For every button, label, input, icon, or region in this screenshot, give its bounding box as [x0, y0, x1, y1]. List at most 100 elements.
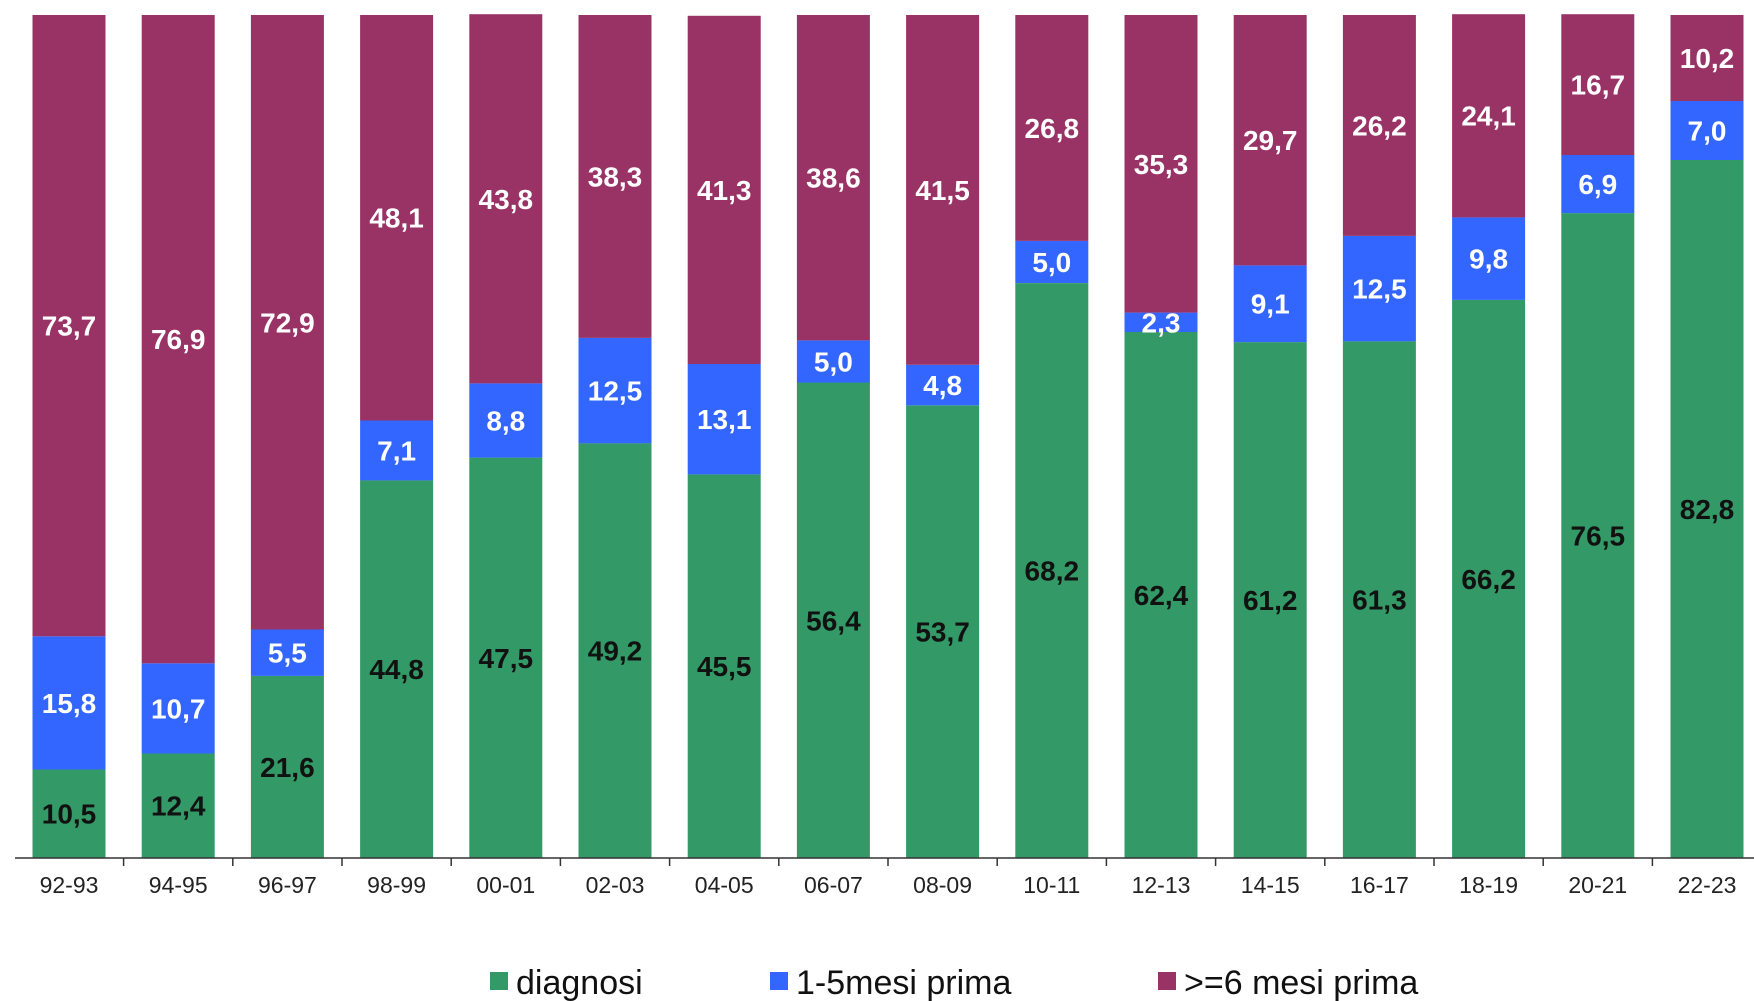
data-label: 12,5 [588, 376, 643, 407]
x-tick-label: 12-13 [1132, 872, 1191, 898]
bar-segment-diagnosi-96-97 [250, 675, 324, 858]
bar-segment--6-mesi-prima-96-97 [250, 15, 324, 630]
data-label: 48,1 [369, 203, 424, 234]
data-label: 5,0 [1032, 247, 1071, 278]
bar-segment--6-mesi-prima-20-21 [1561, 14, 1635, 156]
bar-segment-diagnosi-12-13 [1124, 332, 1198, 858]
bar-segment-1-5mesi-prima-98-99 [360, 420, 434, 481]
data-label: 26,2 [1352, 110, 1407, 141]
bar-segment-1-5mesi-prima-18-19 [1452, 217, 1526, 300]
bar-segment-diagnosi-00-01 [469, 457, 543, 858]
legend-label: >=6 mesi prima [1184, 964, 1418, 1001]
bar-segment--6-mesi-prima-16-17 [1342, 15, 1416, 236]
data-label: 66,2 [1461, 564, 1516, 595]
legend-swatch-1-5mesi-prima [770, 972, 788, 990]
bar-segment-1-5mesi-prima-16-17 [1342, 235, 1416, 342]
data-label: 61,3 [1352, 585, 1407, 616]
bar-segment--6-mesi-prima-98-99 [360, 15, 434, 421]
bar-segment--6-mesi-prima-94-95 [141, 15, 215, 664]
bar-segment-diagnosi-08-09 [906, 405, 980, 858]
data-label: 38,6 [806, 163, 861, 194]
legend-label: diagnosi [516, 964, 643, 1001]
bar-segment--6-mesi-prima-22-23 [1670, 15, 1744, 101]
legend-swatch--6-mesi-prima [1158, 972, 1176, 990]
data-label: 26,8 [1025, 113, 1080, 144]
x-tick-label: 06-07 [804, 872, 863, 898]
data-label: 29,7 [1243, 125, 1298, 156]
data-label: 38,3 [588, 161, 643, 192]
x-tick-label: 08-09 [913, 872, 972, 898]
bar-segment-diagnosi-98-99 [360, 480, 434, 858]
bar-segment-1-5mesi-prima-14-15 [1233, 265, 1307, 343]
data-label: 44,8 [369, 654, 424, 685]
data-label: 7,1 [377, 435, 416, 466]
data-label: 10,7 [151, 693, 206, 724]
data-label: 15,8 [42, 688, 97, 719]
data-label: 68,2 [1025, 556, 1080, 587]
bar-segment-diagnosi-20-21 [1561, 213, 1635, 859]
legend-swatch-diagnosi [490, 972, 508, 990]
data-label: 12,5 [1352, 274, 1407, 305]
data-label: 5,0 [814, 347, 853, 378]
bar-segment-1-5mesi-prima-02-03 [578, 337, 652, 444]
bar-segment-1-5mesi-prima-20-21 [1561, 154, 1635, 214]
bar-segment-diagnosi-18-19 [1452, 299, 1526, 858]
bar-segment--6-mesi-prima-92-93 [32, 15, 106, 637]
bar-segment--6-mesi-prima-18-19 [1452, 14, 1526, 218]
bar-segment--6-mesi-prima-10-11 [1015, 15, 1089, 241]
data-label: 72,9 [260, 307, 315, 338]
bar-segment--6-mesi-prima-14-15 [1233, 15, 1307, 266]
x-tick-label: 92-93 [40, 872, 99, 898]
data-label: 12,4 [151, 791, 206, 822]
data-label: 43,8 [479, 184, 534, 215]
data-label: 53,7 [915, 617, 970, 648]
data-label: 76,9 [151, 324, 206, 355]
bar-segment-diagnosi-22-23 [1670, 160, 1744, 858]
bar-segment--6-mesi-prima-12-13 [1124, 15, 1198, 313]
data-label: 9,1 [1251, 289, 1290, 320]
x-tick-label: 18-19 [1459, 872, 1518, 898]
bar-segment-1-5mesi-prima-94-95 [141, 663, 215, 754]
x-tick-label: 02-03 [586, 872, 645, 898]
data-label: 35,3 [1134, 149, 1189, 180]
bar-segment--6-mesi-prima-04-05 [687, 15, 761, 365]
x-tick-label: 16-17 [1350, 872, 1409, 898]
data-label: 4,8 [923, 370, 962, 401]
data-label: 82,8 [1680, 494, 1735, 525]
data-label: 49,2 [588, 636, 643, 667]
data-label: 21,6 [260, 752, 315, 783]
bar-segment-diagnosi-14-15 [1233, 342, 1307, 859]
data-label: 2,3 [1142, 307, 1181, 338]
data-label: 76,5 [1571, 521, 1626, 552]
bar-segment-1-5mesi-prima-12-13 [1124, 312, 1198, 332]
bar-segment-diagnosi-92-93 [32, 769, 106, 858]
data-label: 5,5 [268, 638, 307, 669]
x-tick-label: 04-05 [695, 872, 754, 898]
bar-segment-1-5mesi-prima-22-23 [1670, 101, 1744, 160]
bar-segment-1-5mesi-prima-04-05 [687, 364, 761, 475]
bar-segment-1-5mesi-prima-06-07 [796, 340, 870, 383]
bar-segment--6-mesi-prima-02-03 [578, 15, 652, 338]
data-label: 24,1 [1461, 101, 1516, 132]
x-tick-label: 94-95 [149, 872, 208, 898]
bar-segment-diagnosi-04-05 [687, 474, 761, 858]
bar-segment-1-5mesi-prima-92-93 [32, 636, 106, 770]
bar-segment-diagnosi-16-17 [1342, 341, 1416, 858]
bar-segment--6-mesi-prima-08-09 [906, 15, 980, 365]
data-label: 47,5 [479, 643, 534, 674]
x-tick-label: 98-99 [367, 872, 426, 898]
bar-segment--6-mesi-prima-00-01 [469, 14, 543, 384]
data-label: 9,8 [1469, 244, 1508, 275]
x-axis: 92-93 94-95 96-97 98-99 00-01 02-03 04-05 06-07… [15, 857, 1754, 898]
bar-segment-diagnosi-02-03 [578, 443, 652, 858]
data-label: 16,7 [1571, 70, 1626, 101]
bar-segment-1-5mesi-prima-00-01 [469, 383, 543, 458]
bar-segment-1-5mesi-prima-96-97 [250, 629, 324, 676]
x-tick-label: 10-11 [1023, 872, 1080, 898]
data-label: 8,8 [486, 406, 525, 437]
x-tick-label: 96-97 [258, 872, 317, 898]
data-label: 10,5 [42, 799, 97, 830]
data-label: 56,4 [806, 605, 861, 636]
